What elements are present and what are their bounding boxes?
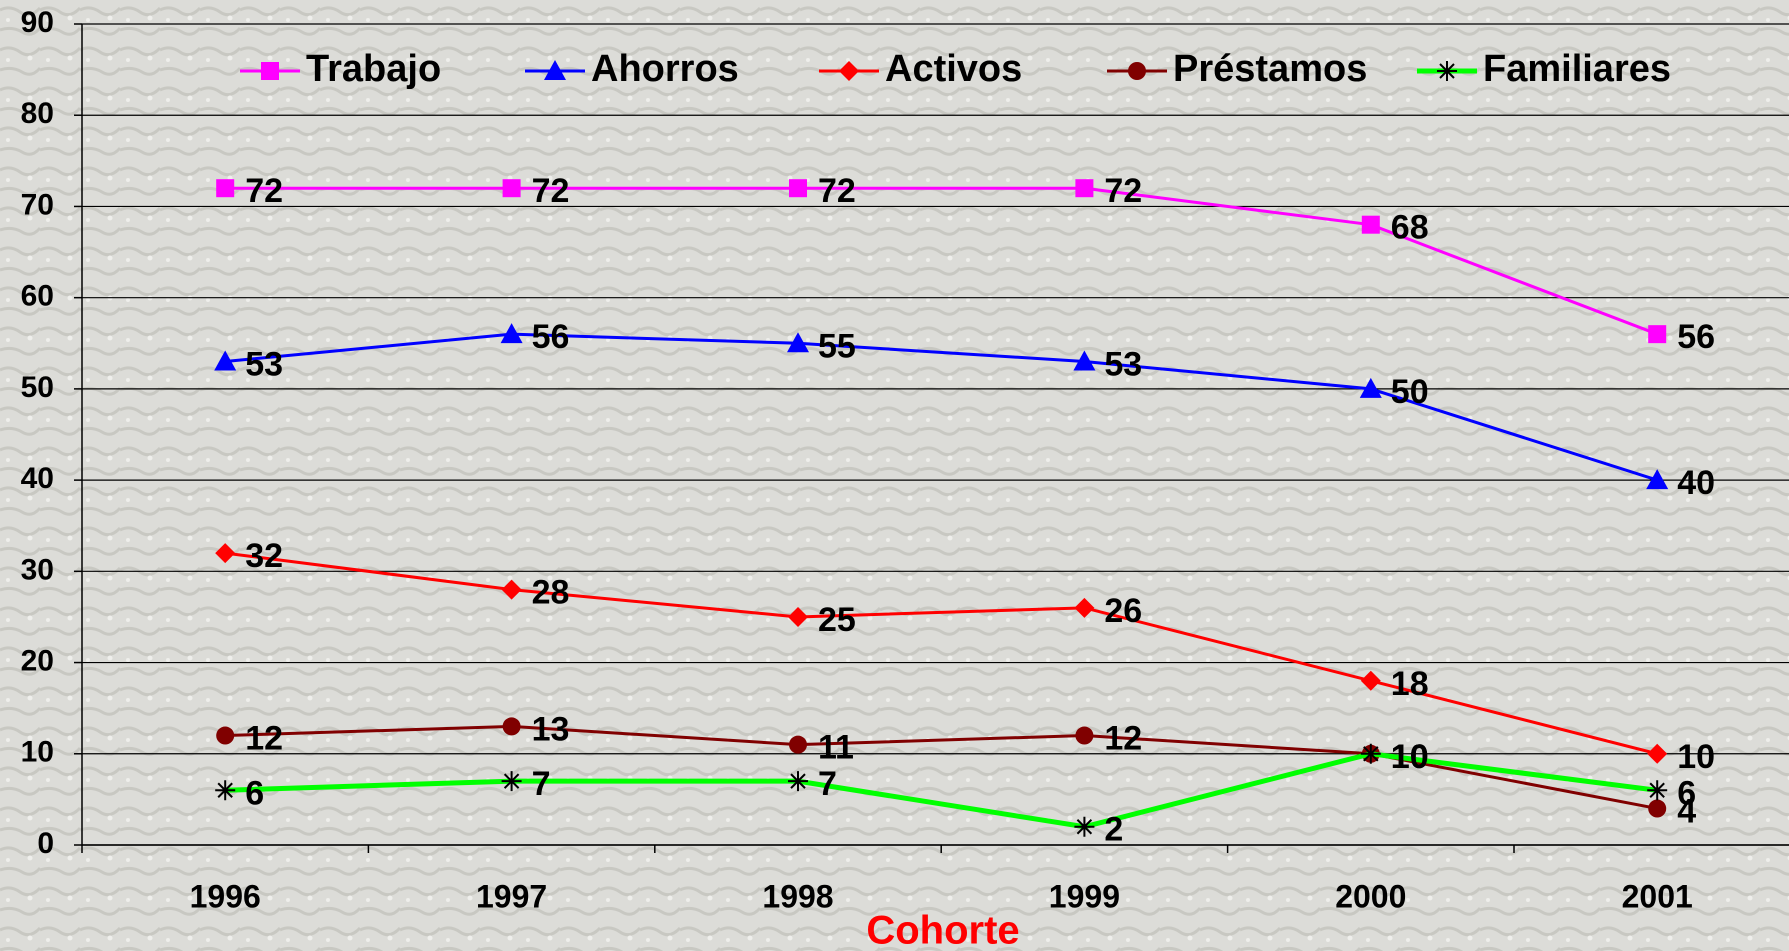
marker	[1359, 377, 1382, 398]
x-axis-title: Cohorte	[866, 909, 1019, 951]
marker	[501, 771, 522, 792]
legend-label: Trabajo	[306, 48, 441, 90]
marker	[1075, 179, 1094, 198]
marker	[1648, 799, 1667, 818]
series-line	[225, 551, 1658, 756]
y-tick-label: 80	[21, 97, 54, 130]
y-tick-label: 0	[37, 827, 54, 860]
marker	[1074, 816, 1095, 837]
data-label: 56	[532, 318, 570, 356]
y-tick-label: 50	[21, 371, 54, 404]
marker	[1360, 670, 1381, 691]
series-line	[225, 751, 1658, 830]
legend-marker	[544, 60, 566, 80]
marker	[214, 350, 237, 371]
data-label: 7	[818, 765, 837, 803]
marker	[788, 771, 808, 792]
data-label: 6	[245, 774, 264, 812]
data-label: 2	[1104, 811, 1123, 849]
y-tick-label: 30	[21, 553, 54, 586]
marker	[215, 543, 236, 564]
data-label: 50	[1391, 373, 1429, 411]
marker	[789, 735, 807, 754]
legend-marker	[1437, 61, 1457, 81]
y-tick-label: 40	[21, 462, 54, 495]
data-label: 72	[818, 172, 856, 210]
marker	[1075, 726, 1094, 745]
data-label: 72	[245, 172, 283, 210]
data-label: 56	[1677, 318, 1715, 356]
y-tick-label: 20	[21, 644, 54, 677]
data-label: 12	[1104, 720, 1142, 758]
data-label: 72	[1104, 172, 1142, 210]
legend-label: Préstamos	[1173, 48, 1367, 90]
marker	[501, 579, 522, 600]
marker	[1360, 743, 1381, 764]
data-label: 25	[818, 601, 856, 639]
marker	[502, 179, 521, 198]
legend-label: Activos	[885, 48, 1022, 90]
data-label: 6	[1677, 774, 1696, 812]
marker	[215, 780, 236, 801]
data-label: 10	[1391, 738, 1429, 776]
marker	[787, 332, 809, 353]
y-tick-label: 10	[21, 736, 54, 769]
marker	[1647, 743, 1668, 764]
data-label: 26	[1104, 592, 1142, 630]
marker	[789, 179, 807, 198]
data-label: 55	[818, 327, 856, 365]
marker	[1074, 597, 1095, 618]
legend-label: Ahorros	[591, 48, 739, 90]
marker	[500, 323, 523, 344]
marker	[1647, 780, 1668, 801]
series-line	[225, 724, 1658, 810]
marker	[1648, 325, 1667, 344]
series-line	[225, 332, 1658, 482]
y-tick-label: 70	[21, 188, 54, 221]
legend-label: Familiares	[1483, 48, 1671, 90]
marker	[216, 179, 235, 198]
data-label: 4	[1677, 792, 1696, 830]
marker	[216, 726, 235, 745]
x-tick-label: 1996	[190, 878, 261, 914]
marker	[788, 606, 808, 627]
legend-marker	[261, 62, 279, 80]
data-label: 13	[532, 710, 570, 748]
x-tick-label: 2000	[1335, 878, 1406, 914]
data-label: 11	[818, 729, 854, 767]
data-label: 32	[245, 537, 283, 575]
data-label: 7	[532, 765, 551, 803]
data-label: 53	[1104, 346, 1142, 384]
data-label: 68	[1391, 209, 1429, 247]
marker	[502, 717, 521, 736]
marker	[1646, 469, 1669, 490]
marker	[1073, 350, 1096, 371]
legend-marker	[1128, 62, 1146, 80]
x-tick-label: 1997	[476, 878, 547, 914]
data-label: 72	[532, 172, 570, 210]
data-label: 12	[245, 720, 283, 758]
data-label: 18	[1391, 665, 1429, 703]
legend-marker	[839, 61, 859, 81]
x-tick-label: 1998	[762, 878, 833, 914]
data-label: 40	[1677, 464, 1715, 502]
data-label: 28	[532, 574, 570, 612]
x-tick-label: 2001	[1622, 878, 1693, 914]
x-tick-label: 1999	[1049, 878, 1120, 914]
data-label: 10	[1677, 738, 1715, 776]
series-line	[225, 186, 1658, 336]
marker	[1361, 215, 1380, 234]
y-tick-label: 90	[21, 6, 54, 39]
y-tick-label: 60	[21, 280, 54, 313]
data-label: 53	[245, 346, 283, 384]
